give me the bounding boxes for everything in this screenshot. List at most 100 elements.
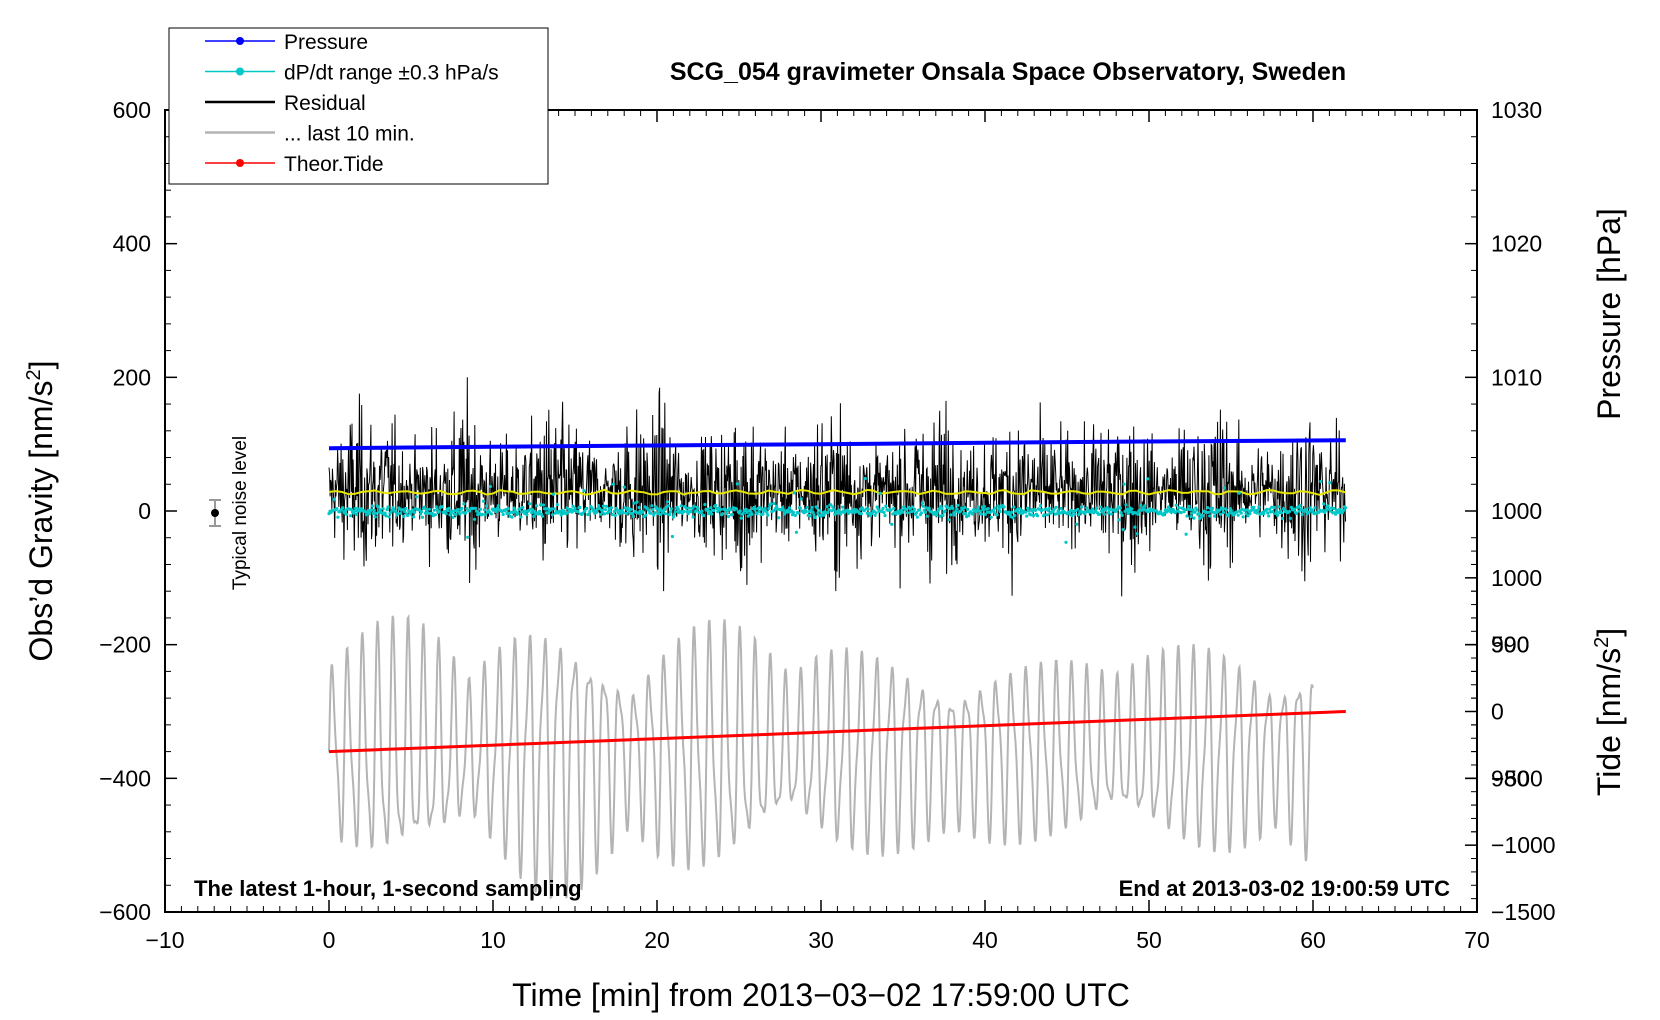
dpdt-point bbox=[841, 505, 845, 509]
tide-tick-label: −1500 bbox=[1491, 899, 1556, 925]
dpdt-point bbox=[394, 510, 398, 514]
dpdt-point bbox=[387, 515, 391, 519]
dpdt-point bbox=[632, 501, 636, 505]
dpdt-point bbox=[878, 491, 882, 495]
dpdt-point bbox=[924, 506, 928, 510]
dpdt-point bbox=[482, 508, 487, 512]
dpdt-point bbox=[700, 509, 704, 513]
dpdt-point bbox=[873, 513, 877, 517]
dpdt-point bbox=[420, 515, 425, 519]
dpdt-point bbox=[454, 513, 458, 517]
dpdt-point bbox=[369, 508, 373, 512]
dpdt-point bbox=[604, 504, 609, 508]
dpdt-point bbox=[1073, 512, 1077, 516]
dpdt-point bbox=[667, 513, 672, 517]
dpdt-point bbox=[767, 506, 771, 511]
dpdt-point bbox=[682, 510, 686, 514]
dpdt-point bbox=[484, 504, 488, 508]
dpdt-point bbox=[966, 507, 970, 511]
dpdt-point bbox=[671, 515, 676, 519]
dpdt-point bbox=[825, 505, 829, 509]
dpdt-point bbox=[763, 506, 767, 510]
dpdt-point bbox=[651, 507, 655, 511]
last-10-min-series bbox=[328, 613, 1314, 900]
y-axis-title-pressure: Pressure [hPa] bbox=[1591, 208, 1627, 420]
x-axis-title: Time [min] from 2013−03−02 17:59:00 UTC bbox=[512, 977, 1130, 1013]
dpdt-point bbox=[815, 506, 819, 510]
dpdt-point bbox=[1307, 510, 1311, 514]
dpdt-point bbox=[1308, 506, 1312, 510]
dpdt-point bbox=[419, 510, 424, 514]
dpdt-point bbox=[610, 513, 615, 517]
dpdt-point bbox=[1239, 511, 1243, 515]
dpdt-point bbox=[738, 509, 742, 513]
dpdt-point bbox=[1122, 482, 1126, 486]
legend-items: Pressure dP/dt range ±0.3 hPa/s Residual..… bbox=[205, 31, 499, 176]
dpdt-point bbox=[1236, 513, 1240, 517]
dpdt-point bbox=[948, 507, 952, 511]
dpdt-point bbox=[793, 513, 798, 518]
dpdt-point bbox=[998, 509, 1002, 514]
dpdt-point bbox=[1268, 507, 1272, 511]
legend-label: Theor.Tide bbox=[284, 153, 384, 176]
dpdt-point bbox=[511, 510, 515, 514]
y-tick-label: 400 bbox=[113, 231, 151, 257]
dpdt-point bbox=[588, 509, 592, 514]
dpdt-point bbox=[1040, 508, 1044, 512]
dpdt-point bbox=[401, 508, 405, 512]
dpdt-point bbox=[415, 495, 419, 499]
dpdt-point bbox=[483, 513, 488, 517]
annotation-right: End at 2013-03-02 19:00:59 UTC bbox=[1119, 876, 1450, 901]
dpdt-point bbox=[1098, 505, 1103, 509]
dpdt-point bbox=[739, 516, 743, 520]
dpdt-point bbox=[549, 507, 554, 511]
dpdt-point bbox=[576, 510, 580, 514]
dpdt-point bbox=[341, 506, 345, 510]
dpdt-point bbox=[1047, 506, 1051, 510]
dpdt-point bbox=[1229, 509, 1233, 513]
dpdt-point bbox=[1129, 510, 1133, 514]
dpdt-point bbox=[1273, 506, 1277, 510]
dpdt-point bbox=[1075, 522, 1079, 526]
dpdt-point bbox=[406, 513, 410, 518]
dpdt-point bbox=[766, 513, 770, 517]
y-axis-title-left: Obs’d Gravity [nm/s2] bbox=[23, 361, 59, 662]
dpdt-point bbox=[1256, 508, 1260, 512]
dpdt-point bbox=[690, 506, 694, 510]
dpdt-point bbox=[373, 515, 377, 519]
dpdt-point bbox=[488, 484, 492, 489]
dpdt-point bbox=[1338, 507, 1342, 511]
dpdt-point bbox=[910, 505, 915, 509]
dpdt-point bbox=[906, 511, 910, 515]
dpdt-point bbox=[822, 513, 826, 517]
x-tick-label: 30 bbox=[808, 927, 834, 953]
dpdt-point bbox=[1117, 518, 1121, 522]
dpdt-point bbox=[1224, 508, 1228, 512]
dpdt-point bbox=[624, 511, 628, 516]
dpdt-point bbox=[478, 507, 483, 511]
dpdt-point bbox=[694, 509, 698, 513]
dpdt-point bbox=[1206, 506, 1210, 510]
dpdt-point bbox=[473, 517, 477, 521]
dpdt-point bbox=[464, 511, 468, 515]
y-tick-label: −400 bbox=[99, 765, 151, 791]
dpdt-point bbox=[466, 535, 470, 539]
dpdt-point bbox=[1173, 511, 1177, 515]
dpdt-point bbox=[649, 511, 653, 515]
dpdt-point bbox=[480, 512, 485, 517]
dpdt-point bbox=[1105, 506, 1109, 510]
dpdt-point bbox=[890, 522, 894, 527]
dpdt-point bbox=[912, 507, 917, 511]
dpdt-point bbox=[1033, 508, 1038, 512]
dpdt-point bbox=[451, 515, 455, 520]
dpdt-point bbox=[735, 482, 740, 486]
dpdt-point bbox=[708, 510, 712, 514]
dpdt-point bbox=[1319, 479, 1323, 484]
dpdt-point bbox=[772, 501, 776, 506]
dpdt-point bbox=[1143, 504, 1147, 508]
dpdt-point bbox=[1052, 507, 1056, 511]
dpdt-point bbox=[1100, 510, 1104, 514]
legend-marker bbox=[236, 37, 244, 45]
dpdt-point bbox=[710, 512, 714, 516]
dpdt-point bbox=[355, 512, 359, 517]
